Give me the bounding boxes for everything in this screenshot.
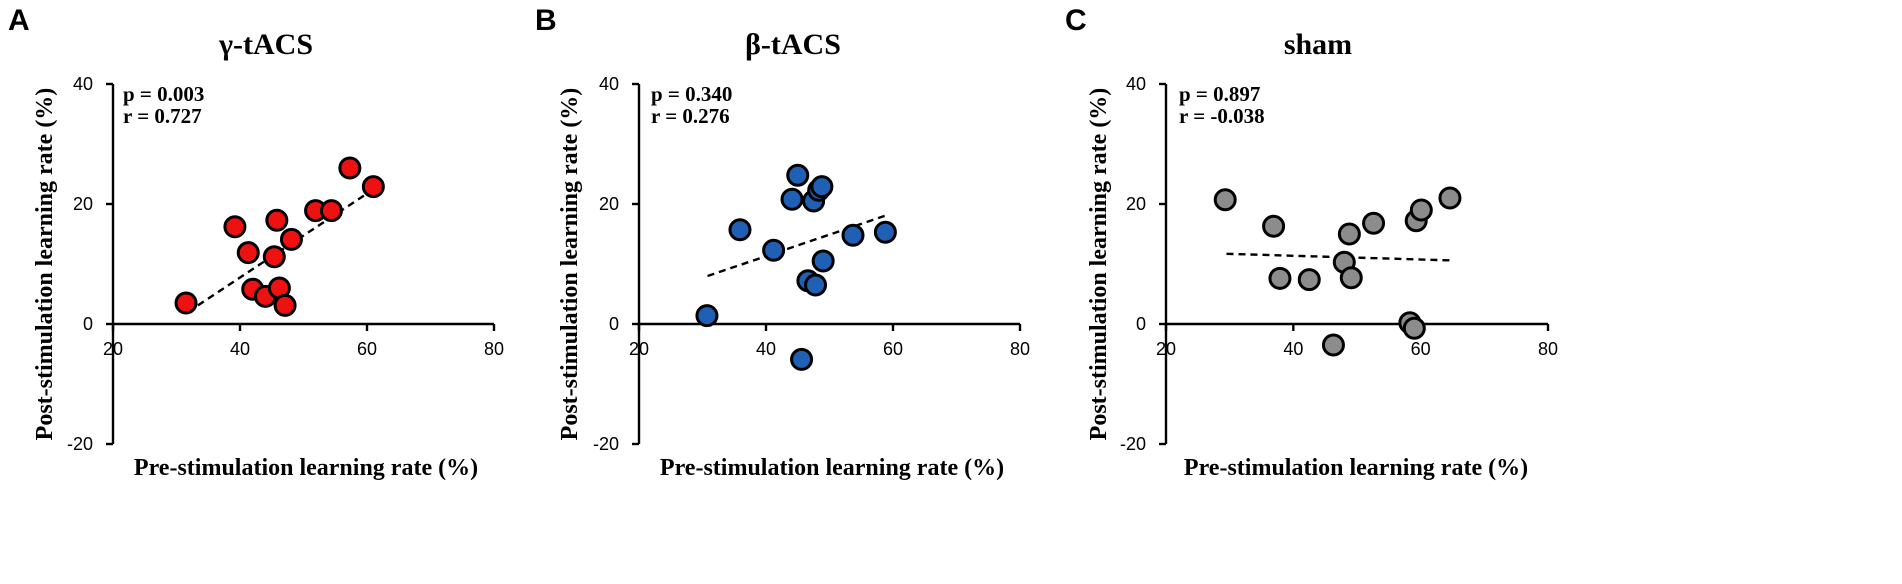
data-point xyxy=(1268,266,1292,290)
data-point xyxy=(273,293,297,317)
x-tick-label: 80 xyxy=(1538,339,1558,359)
y-tick-label: -20 xyxy=(593,434,619,454)
data-point xyxy=(1337,222,1361,246)
data-point xyxy=(810,175,834,199)
panel-label: C xyxy=(1065,4,1087,37)
data-point xyxy=(1438,186,1462,210)
y-tick-label: -20 xyxy=(1120,434,1146,454)
y-tick-label: 0 xyxy=(609,314,619,334)
x-tick-label: 40 xyxy=(230,339,250,359)
data-point xyxy=(728,218,752,242)
trend-line xyxy=(187,184,380,314)
x-tick-label: 60 xyxy=(883,339,903,359)
data-point xyxy=(236,241,260,265)
data-point xyxy=(786,163,810,187)
data-point xyxy=(262,245,286,269)
data-point xyxy=(873,220,897,244)
x-tick-label: 60 xyxy=(357,339,377,359)
y-tick-label: 20 xyxy=(73,194,93,214)
y-tick-label: 0 xyxy=(1136,314,1146,334)
data-point xyxy=(1339,266,1363,290)
data-point xyxy=(790,347,814,371)
chart-title: β-tACS xyxy=(745,28,841,61)
y-axis-label: Post-stimulation learning rate (%) xyxy=(557,88,583,441)
data-point xyxy=(338,156,362,180)
data-point xyxy=(811,249,835,273)
data-point xyxy=(1402,316,1426,340)
data-point xyxy=(174,291,198,315)
y-tick-label: 40 xyxy=(1126,74,1146,94)
r-value-annotation: r = -0.038 xyxy=(1179,104,1265,128)
p-value-annotation: p = 0.003 xyxy=(123,82,204,106)
panel-label: A xyxy=(8,4,30,37)
y-tick-label: 40 xyxy=(599,74,619,94)
y-tick-label: 0 xyxy=(83,314,93,334)
panel-label: B xyxy=(535,4,557,37)
data-point xyxy=(1213,188,1237,212)
data-point xyxy=(1409,198,1433,222)
chart-title: γ-tACS xyxy=(218,28,313,61)
y-tick-label: 20 xyxy=(599,194,619,214)
data-point xyxy=(762,238,786,262)
chart-panel-a: Aγ-tACS -20 0 20 40 20 40 60 80 Post-stimulation … xyxy=(8,4,504,481)
r-value-annotation: r = 0.727 xyxy=(123,104,202,128)
x-axis-label: Pre-stimulation learning rate (%) xyxy=(134,455,478,481)
x-tick-label: 20 xyxy=(103,339,123,359)
data-point xyxy=(279,227,303,251)
x-tick-label: 80 xyxy=(484,339,504,359)
x-tick-label: 40 xyxy=(1283,339,1303,359)
x-axis-label: Pre-stimulation learning rate (%) xyxy=(660,455,1004,481)
chart-title: sham xyxy=(1284,28,1352,61)
x-tick-label: 20 xyxy=(1156,339,1176,359)
p-value-annotation: p = 0.340 xyxy=(651,82,732,106)
data-point xyxy=(1362,211,1386,235)
y-axis-label: Post-stimulation learning rate (%) xyxy=(1086,88,1112,441)
p-value-annotation: p = 0.897 xyxy=(1179,82,1260,106)
data-point xyxy=(361,175,385,199)
x-tick-label: 60 xyxy=(1411,339,1431,359)
data-point xyxy=(223,215,247,239)
data-point xyxy=(319,199,343,223)
data-point xyxy=(265,208,289,232)
y-tick-label: -20 xyxy=(67,434,93,454)
y-tick-label: 20 xyxy=(1126,194,1146,214)
data-point xyxy=(804,273,828,297)
y-tick-label: 40 xyxy=(73,74,93,94)
data-point xyxy=(1262,214,1286,238)
data-point xyxy=(780,187,804,211)
x-tick-label: 20 xyxy=(629,339,649,359)
r-value-annotation: r = 0.276 xyxy=(651,104,730,128)
y-axis-label: Post-stimulation learning rate (%) xyxy=(32,88,58,441)
data-point xyxy=(841,223,865,247)
chart-panel-b: Bβ-tACS -20 0 20 40 20 40 60 80 Post-stimulation … xyxy=(535,4,1030,481)
x-tick-label: 40 xyxy=(756,339,776,359)
data-point xyxy=(695,304,719,328)
data-point xyxy=(1321,333,1345,357)
x-axis-label: Pre-stimulation learning rate (%) xyxy=(1184,455,1528,481)
data-point xyxy=(1297,268,1321,292)
x-tick-label: 80 xyxy=(1010,339,1030,359)
